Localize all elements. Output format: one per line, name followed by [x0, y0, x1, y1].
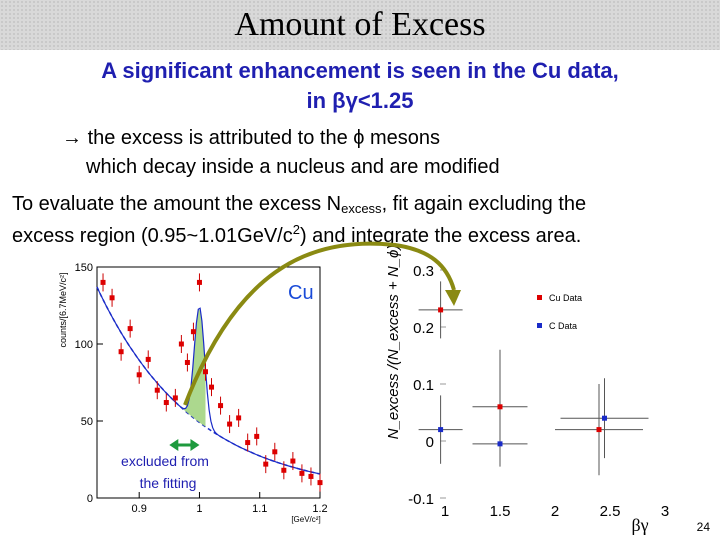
page-number: 24: [696, 520, 710, 534]
left-plot-frame: [96, 266, 321, 499]
eval-text-1b: , fit again excluding the: [381, 193, 587, 215]
excluded-note-line-1: excluded from: [121, 453, 209, 469]
point-line-2: which decay inside a nucleus and are mod…: [86, 156, 500, 178]
left-data-point: [136, 372, 142, 378]
left-data-point: [118, 349, 124, 355]
right-xtick-label: 1.5: [490, 503, 511, 520]
left-excess-area: [169, 309, 206, 427]
pointer-arrowhead: [445, 290, 461, 306]
cu-data-point: [497, 404, 503, 410]
left-ylabel: counts/[6.7MeV/c²]: [58, 272, 68, 347]
left-data-point: [163, 400, 169, 406]
eval-text-2a: excess region (0.95~1.01GeV/c: [12, 225, 293, 247]
left-cu-label: Cu: [288, 282, 314, 304]
point-line-1: → the excess is attributed to the ϕ meso…: [62, 127, 440, 150]
right-ytick-label: 0.2: [413, 320, 434, 337]
left-data-point: [145, 356, 151, 362]
c-data-point: [438, 427, 444, 433]
left-data-point: [227, 421, 233, 427]
left-ytick-label: 150: [75, 262, 93, 274]
excluded-note-line-2: the fitting: [140, 475, 197, 491]
left-data-point: [317, 480, 323, 486]
eval-text-1a: To evaluate the amount the excess N: [12, 193, 342, 215]
cu-data-point: [438, 307, 444, 313]
legend-cu-label: Cu Data: [549, 293, 582, 303]
headline-line-2: in βγ<1.25: [306, 88, 414, 113]
eval-text-2b: ) and integrate the excess area.: [299, 225, 582, 247]
left-total-fit: [96, 286, 320, 475]
left-xunit: [GeV/c²]: [291, 515, 320, 524]
legend-c-label: C Data: [549, 321, 577, 331]
left-xtick-label: 1.1: [252, 503, 267, 515]
headline-line-1: A significant enhancement is seen in the…: [101, 58, 619, 83]
eval-line-2: excess region (0.95~1.01GeV/c2) and inte…: [12, 222, 581, 248]
left-data-point: [127, 326, 133, 332]
left-data-point: [245, 440, 251, 446]
eval-superscript: 2: [292, 222, 300, 237]
c-data-point: [497, 441, 503, 447]
left-data-point: [281, 467, 287, 473]
left-data-point: [218, 403, 224, 409]
left-ytick-label: 100: [75, 339, 93, 351]
left-data-point: [299, 470, 305, 476]
left-data-point: [196, 279, 202, 285]
right-ytick-label: -0.1: [408, 491, 434, 508]
left-data-point: [154, 387, 160, 393]
left-data-point: [172, 395, 178, 401]
left-xtick-label: 0.9: [132, 503, 147, 515]
excluded-right-arrowhead: [190, 439, 200, 451]
left-data-point: [290, 458, 296, 464]
left-xtick-label: 1: [196, 503, 202, 515]
right-ytick-label: 0.1: [413, 377, 434, 394]
right-xtick-label: 1: [441, 503, 449, 520]
left-data-point: [184, 359, 190, 365]
right-xtick-label: 3: [661, 503, 669, 520]
point-text-1: the excess is attributed to the ϕ mesons: [87, 127, 441, 149]
left-data-point: [263, 461, 269, 467]
right-ytick-label: 0: [426, 434, 434, 451]
left-data-point: [202, 369, 208, 375]
left-ytick-label: 50: [81, 416, 93, 428]
left-data-point: [178, 341, 184, 347]
left-data-point: [190, 329, 196, 335]
left-data-point: [236, 415, 242, 421]
left-data-point: [254, 433, 260, 439]
left-data-point: [100, 279, 106, 285]
right-ytick-label: 0.3: [413, 263, 434, 280]
left-data-point: [308, 473, 314, 479]
legend-cu-marker: [537, 295, 542, 300]
excluded-left-arrowhead: [169, 439, 179, 451]
title-bar: [0, 0, 720, 50]
c-data-point: [602, 415, 607, 421]
left-background-fit: [96, 286, 321, 475]
left-ytick-label: 0: [87, 493, 93, 505]
left-data-point: [209, 384, 215, 390]
left-data-point: [109, 295, 115, 301]
right-xtick-label: 2: [551, 503, 559, 520]
legend-c-marker: [537, 323, 542, 328]
left-data-point: [272, 449, 278, 455]
pointer-arrow: [183, 241, 456, 406]
left-xtick-label: 1.2: [312, 503, 327, 515]
cu-data-point: [596, 427, 602, 433]
eval-line-1: To evaluate the amount the excess Nexces…: [12, 193, 586, 216]
right-xtick-label: 2.5: [600, 503, 621, 520]
arrow-icon: →: [62, 127, 82, 149]
right-ylabel: N_excess /(N_excess + N_ϕ): [385, 245, 402, 440]
slide-title: Amount of Excess: [234, 6, 486, 43]
right-xlabel: βγ: [631, 515, 648, 535]
eval-subscript: excess: [341, 201, 382, 216]
